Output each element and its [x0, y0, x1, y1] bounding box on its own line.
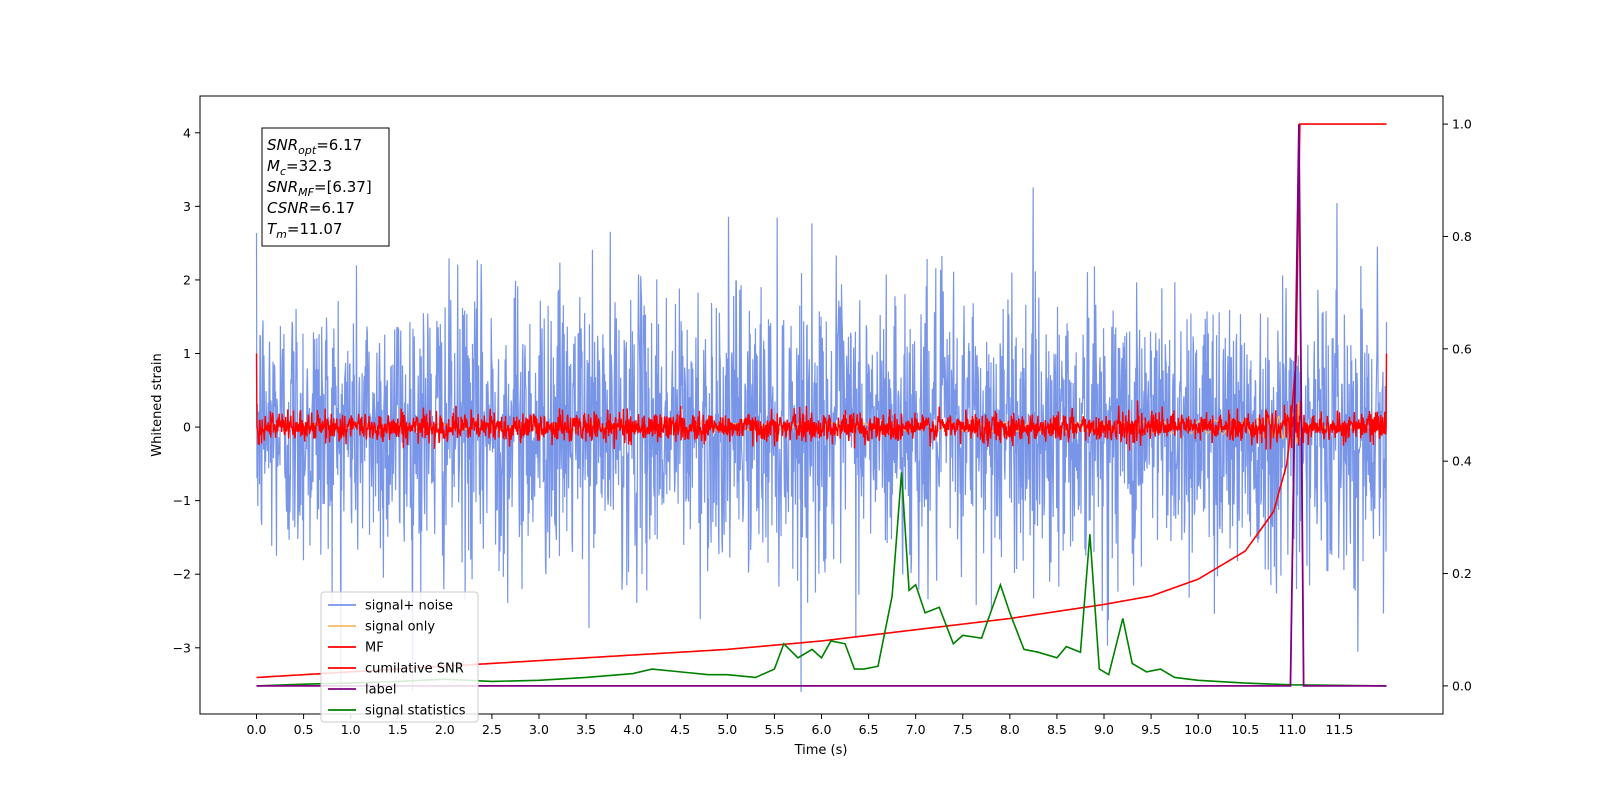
x-tick-label: 0.5 [294, 722, 314, 737]
x-tick-label: 1.0 [341, 722, 361, 737]
x-tick-label: 1.5 [388, 722, 408, 737]
y-right-tick-label: 0.0 [1452, 678, 1472, 693]
x-tick-label: 4.0 [623, 722, 643, 737]
y-left-tick-label: 1 [183, 346, 191, 361]
x-tick-label: 4.5 [670, 722, 690, 737]
legend-label: signal only [365, 620, 435, 635]
y-right-tick-label: 1.0 [1452, 117, 1472, 132]
x-tick-label: 10.0 [1184, 722, 1212, 737]
info-line: Tm=11.07 [267, 220, 342, 241]
x-tick-label: 5.5 [764, 722, 784, 737]
info-line: SNRopt=6.17 [267, 136, 362, 157]
x-tick-label: 7.5 [953, 722, 973, 737]
x-tick-label: 7.0 [906, 722, 926, 737]
x-axis-label: Time (s) [794, 743, 848, 758]
x-tick-label: 9.0 [1094, 722, 1114, 737]
x-tick-label: 6.5 [859, 722, 879, 737]
y-left-tick-label: 4 [183, 125, 191, 140]
y-axis-left: −3 −2 −1 0 1 2 3 4 [173, 125, 200, 655]
x-tick-label: 5.0 [717, 722, 737, 737]
series-label [256, 124, 1387, 687]
x-tick-label: 2.5 [482, 722, 502, 737]
info-box-frame [261, 127, 390, 247]
x-tick-label: 8.5 [1047, 722, 1067, 737]
y-left-tick-label: 0 [183, 420, 191, 435]
y-right-tick-label: 0.8 [1452, 229, 1472, 244]
x-axis: 0.0 0.5 1.0 1.5 2.0 2.5 3.0 3.5 4.0 4.5 5.0 5.5 6.0 6… [247, 714, 1353, 737]
y-left-tick-label: −2 [173, 567, 191, 582]
legend-label: label [365, 683, 396, 698]
x-tick-label: 11.5 [1325, 722, 1353, 737]
legend-label: MF [365, 641, 384, 656]
info-line: CSNR=6.17 [267, 199, 355, 217]
y-axis-label: Whitened strain [150, 353, 165, 456]
series-mf [255, 353, 1388, 451]
y-left-tick-label: 3 [183, 199, 191, 214]
x-tick-label: 2.0 [435, 722, 455, 737]
legend-label: cumilative SNR [365, 662, 464, 677]
legend-frame [320, 591, 479, 723]
legend: signal+ noise signal only MF cumilative SNR… [320, 591, 479, 723]
y-right-tick-label: 0.6 [1452, 341, 1472, 356]
y-right-tick-label: 0.4 [1452, 454, 1472, 469]
x-tick-label: 3.5 [576, 722, 596, 737]
x-tick-label: 3.0 [529, 722, 549, 737]
series-signal-noise [255, 187, 1388, 692]
legend-label: signal+ noise [365, 599, 453, 614]
y-left-tick-label: −3 [173, 640, 191, 655]
info-line: SNRMF=[6.37] [267, 178, 372, 199]
series-signal-statistics [256, 472, 1387, 687]
y-axis-right: 0.0 0.2 0.4 0.6 0.8 1.0 [1443, 117, 1472, 693]
x-tick-label: 8.0 [1000, 722, 1020, 737]
info-line: Mc=32.3 [267, 157, 332, 178]
x-tick-label: 10.5 [1231, 722, 1259, 737]
x-tick-label: 6.0 [812, 722, 832, 737]
y-right-tick-label: 0.2 [1452, 566, 1472, 581]
x-tick-label: 9.5 [1141, 722, 1161, 737]
x-tick-label: 11.0 [1278, 722, 1306, 737]
y-left-tick-label: 2 [183, 272, 191, 287]
y-left-tick-label: −1 [173, 493, 191, 508]
legend-label: signal statistics [365, 704, 466, 719]
x-tick-label: 0.0 [247, 722, 267, 737]
